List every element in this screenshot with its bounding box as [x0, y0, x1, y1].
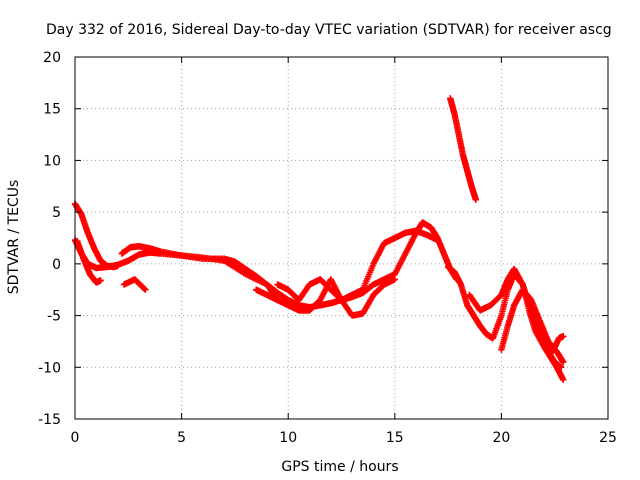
- y-tick-label: -10: [38, 360, 61, 376]
- y-tick-label: 5: [52, 205, 61, 221]
- data-point: [391, 276, 398, 283]
- y-axis-label: SDTVAR / TECUs: [6, 180, 22, 295]
- x-tick-label: 25: [599, 430, 617, 446]
- data-series: [71, 95, 567, 383]
- data-point: [560, 358, 567, 366]
- data-point: [434, 236, 441, 244]
- series-arc-7: [274, 227, 441, 304]
- data-point: [560, 333, 567, 340]
- y-tick-label: 0: [52, 257, 61, 273]
- x-tick-label: 15: [386, 430, 404, 446]
- series-arc-5: [120, 276, 149, 293]
- y-tick-label: 20: [43, 50, 61, 66]
- plot-frame: [74, 56, 609, 420]
- y-tick-label: 15: [43, 102, 61, 118]
- y-tick-label: -5: [47, 309, 61, 325]
- chart-title: Day 332 of 2016, Sidereal Day-to-day VTE…: [46, 22, 612, 38]
- series-arc-6: [253, 276, 398, 319]
- series-arc-10: [466, 265, 567, 383]
- x-axis-label: GPS time / hours: [281, 459, 398, 475]
- series-arc-1: [71, 200, 121, 271]
- axis-ticks: 0 5 10 15 20 25 -15 -10 -5 0 5 10 15 20: [38, 50, 617, 446]
- x-tick-label: 5: [177, 430, 186, 446]
- data-point: [142, 286, 149, 293]
- grid: [75, 57, 608, 419]
- data-point: [97, 277, 104, 284]
- x-tick-label: 10: [279, 430, 297, 446]
- data-point: [472, 196, 480, 203]
- y-tick-label: -15: [38, 412, 61, 428]
- series-arc-8: [447, 95, 480, 203]
- x-tick-label: 0: [71, 430, 80, 446]
- data-point: [560, 376, 567, 383]
- data-point: [141, 285, 148, 293]
- y-tick-label: 10: [43, 153, 61, 169]
- series-arc-12: [536, 322, 567, 355]
- x-tick-label: 20: [492, 430, 510, 446]
